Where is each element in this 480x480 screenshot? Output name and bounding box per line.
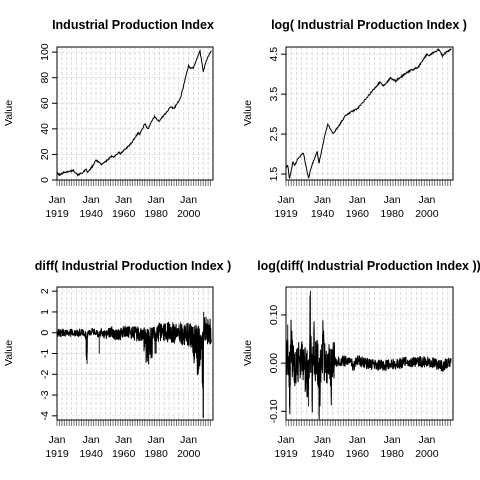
chart-title: log( Industrial Production Index ) (271, 18, 467, 32)
y-tick-label: 80 (39, 72, 51, 84)
chart-panel-1: Industrial Production Index Value 0 20 40 60 8… (3, 18, 214, 220)
x-tick-label-month: Jan (49, 434, 66, 446)
grid-lines (285, 287, 454, 420)
x-tick-label-month: Jan (349, 194, 366, 206)
y-tick-label: 20 (39, 148, 51, 160)
chart-title: log(diff( Industrial Production Index )) (257, 259, 480, 273)
grid-lines (285, 47, 454, 180)
y-tick-label: -4 (39, 411, 51, 420)
y-tick-label: 100 (39, 43, 51, 61)
y-tick-label: 0.10 (268, 305, 280, 326)
x-tick-label-month: Jan (49, 194, 66, 206)
x-tick-label-month: Jan (278, 434, 295, 446)
x-tick-label-month: Jan (384, 434, 401, 446)
x-tick-label-month: Jan (148, 194, 165, 206)
series-line (56, 316, 212, 418)
x-tick-label-year: 2000 (177, 208, 201, 220)
x-tick-label-month: Jan (278, 194, 295, 206)
y-tick-label: 1 (39, 309, 51, 315)
x-tick-label-month: Jan (418, 434, 435, 446)
x-tick-label-month: Jan (314, 194, 331, 206)
x-tick-label-month: Jan (115, 434, 132, 446)
x-tick-label-year: 1940 (79, 448, 103, 460)
y-axis-label: Value (242, 340, 254, 366)
x-axis-minor-ticks (56, 420, 212, 426)
x-tick-label-month: Jan (418, 194, 435, 206)
x-tick-label-month: Jan (115, 194, 132, 206)
plot-frame (285, 46, 454, 181)
x-tick-label-year: 1980 (380, 208, 404, 220)
y-tick-label: 0 (39, 177, 51, 183)
x-tick-label-year: 1960 (346, 208, 370, 220)
x-tick-label-year: 1960 (112, 448, 136, 460)
x-tick-label-year: 2000 (415, 448, 439, 460)
chart-panel-4: log(diff( Industrial Production Index ))… (242, 259, 480, 460)
series-line (285, 295, 452, 420)
x-tick-label-year: 1919 (45, 448, 69, 460)
y-tick-label: 0.00 (268, 353, 280, 374)
x-axis-minor-ticks (285, 420, 451, 426)
y-axis-label: Value (242, 100, 254, 126)
y-tick-label: 60 (39, 97, 51, 109)
y-tick-label: -1 (39, 349, 51, 358)
x-tick-label-year: 2000 (415, 208, 439, 220)
x-tick-label-year: 1919 (45, 208, 69, 220)
x-tick-label-year: 1940 (79, 208, 103, 220)
y-tick-label: 1.5 (268, 167, 280, 182)
x-tick-label-year: 1919 (274, 448, 298, 460)
grid-lines (56, 287, 214, 420)
x-tick-label-month: Jan (314, 434, 331, 446)
x-axis-minor-ticks (285, 180, 451, 186)
x-tick-label-month: Jan (83, 194, 100, 206)
chart-title: diff( Industrial Production Index ) (35, 259, 232, 273)
chart-title: Industrial Production Index (52, 18, 214, 32)
x-tick-label-year: 1980 (380, 448, 404, 460)
y-tick-label: 0 (39, 330, 51, 336)
x-axis-minor-ticks (56, 180, 212, 186)
plot-frame (56, 46, 214, 181)
chart-panel-2: log( Industrial Production Index ) Value 1… (242, 18, 467, 220)
x-tick-label-month: Jan (83, 434, 100, 446)
x-tick-label-month: Jan (180, 194, 197, 206)
y-tick-label: 3.5 (268, 87, 280, 102)
y-tick-label: 2.5 (268, 127, 280, 142)
x-tick-label-year: 1980 (144, 208, 168, 220)
y-tick-label: 2 (39, 288, 51, 294)
y-tick-label: 4.5 (268, 47, 280, 62)
x-tick-label-year: 1940 (311, 208, 335, 220)
series-line (56, 48, 212, 177)
x-tick-label-month: Jan (148, 434, 165, 446)
series-line (285, 47, 452, 179)
x-tick-label-month: Jan (349, 434, 366, 446)
x-tick-label-month: Jan (384, 194, 401, 206)
x-tick-label-month: Jan (180, 434, 197, 446)
x-tick-label-year: 1980 (144, 448, 168, 460)
x-tick-label-year: 1940 (311, 448, 335, 460)
y-axis-label: Value (3, 100, 15, 126)
x-tick-label-year: 1919 (274, 208, 298, 220)
x-tick-label-year: 1960 (112, 208, 136, 220)
grid-lines (56, 47, 214, 181)
y-tick-label: 40 (39, 123, 51, 135)
x-tick-label-year: 1960 (346, 448, 370, 460)
x-tick-label-year: 2000 (177, 448, 201, 460)
y-tick-label: -0.10 (268, 399, 280, 423)
chart-panel-3: diff( Industrial Production Index ) Value… (3, 259, 231, 460)
y-tick-label: -2 (39, 369, 51, 378)
y-axis-label: Value (3, 340, 15, 366)
y-tick-label: -3 (39, 390, 51, 399)
